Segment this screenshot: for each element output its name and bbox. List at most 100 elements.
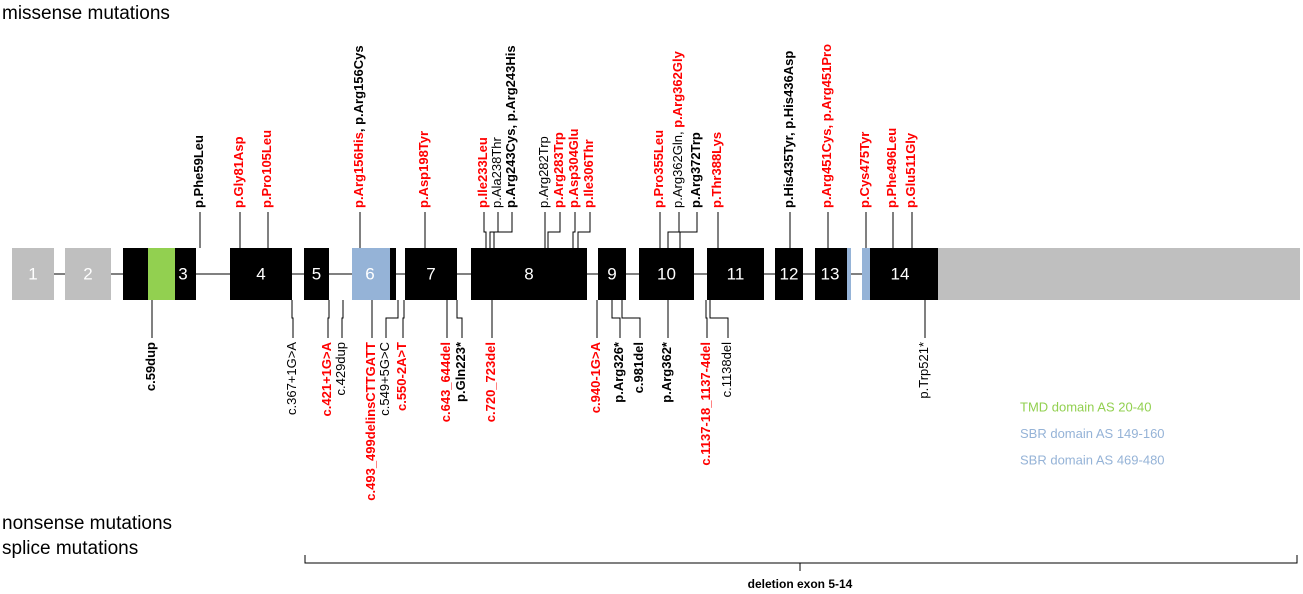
- label-part: p.Pro105Leu: [259, 130, 274, 208]
- label-part: p.Arg282Trp: [536, 136, 551, 208]
- label-part: p.Arg372Trp: [688, 132, 703, 208]
- mutation-label: p.Ile233Leu: [475, 137, 490, 208]
- exon: [598, 248, 626, 300]
- label-part: c.643_644del: [438, 342, 453, 422]
- exon: [707, 248, 764, 300]
- connector: [341, 300, 344, 338]
- label-part: c.550-2A>T: [394, 342, 409, 411]
- exon-number: 14: [891, 264, 910, 283]
- connector: [667, 212, 680, 248]
- label-part: c.429dup: [333, 342, 348, 396]
- label-part: p.Asp198Tyr: [416, 131, 431, 208]
- mutation-label: c.550-2A>T: [394, 342, 409, 411]
- exon-number: 10: [657, 264, 676, 283]
- mutation-label: p.Phe496Leu: [884, 128, 899, 208]
- connector: [291, 300, 294, 338]
- label-part: c.493_499delinsCTTGATT: [363, 342, 378, 501]
- mutation-label: c.549+5G>C: [377, 342, 392, 416]
- exon-number: 12: [780, 264, 799, 283]
- exon-number: 7: [426, 264, 435, 283]
- label-part: p.Arg243Cys, p.Arg243His: [503, 45, 518, 208]
- exon: [12, 248, 54, 300]
- mutation-label: p.Ile306Thr: [581, 139, 596, 208]
- exon-number: 5: [312, 264, 321, 283]
- exon-number: 3: [178, 264, 187, 283]
- connector: [577, 212, 591, 248]
- exon: [639, 248, 694, 300]
- exon: [405, 248, 457, 300]
- label-part: p.Glu511Gly: [903, 132, 918, 208]
- mutation-label: p.Arg156His, p.Arg156Cys: [351, 45, 366, 208]
- exon: [65, 248, 111, 300]
- label-part: p.Thr388Lys: [709, 132, 724, 208]
- mutation-label: c.1138del: [719, 342, 734, 398]
- mutation-label: c.643_644del: [438, 342, 453, 422]
- label-part: p.Cys475Tyr: [857, 132, 872, 208]
- label-part: c.549+5G>C: [377, 342, 392, 416]
- mutation-label: p.Pro105Leu: [259, 130, 274, 208]
- label-part: c.720_723del: [483, 342, 498, 422]
- label-part: p.Arg451Cys, p.Arg451Pro: [819, 44, 834, 208]
- connector: [493, 212, 513, 248]
- mutation-label: c.1137-18_1137-4del: [698, 342, 713, 466]
- exon: [815, 248, 851, 300]
- heading-splice: splice mutations: [2, 538, 138, 559]
- mutation-label: p.His435Tyr, p.His436Asp: [781, 51, 796, 208]
- mutation-label: c.367+1G>A: [284, 342, 299, 415]
- label-part: c.59dup: [143, 342, 158, 391]
- exon-number: 2: [83, 264, 92, 283]
- domain-region: [847, 248, 851, 300]
- label-part: p.Arg362*: [659, 341, 674, 403]
- label-part: c.367+1G>A: [284, 342, 299, 415]
- label-part: p.Arg326*: [611, 341, 626, 403]
- mutation-label: c.940-1G>A: [588, 341, 603, 413]
- mutation-label: p.Gly81Asp: [231, 136, 246, 208]
- label-part: p.Gly81Asp: [231, 136, 246, 208]
- exon-number: 1: [28, 264, 37, 283]
- mutation-label: p.Thr388Lys: [709, 132, 724, 208]
- mutation-label: p.Pro355Leu: [651, 130, 666, 208]
- mutation-label: p.Ala238Thr: [489, 137, 504, 208]
- label-part: p.Arg362Gly: [670, 50, 685, 127]
- exon-number: 4: [256, 264, 265, 283]
- heading-missense: missense mutations: [2, 3, 170, 24]
- mutation-label: p.Arg362Gln, p.Arg362Gly: [670, 50, 685, 208]
- mutation-label: p.Cys475Tyr: [857, 132, 872, 208]
- label-part: c.421+1G>A: [319, 341, 334, 416]
- exon: [862, 248, 938, 300]
- mutation-label: c.493_499delinsCTTGATT: [363, 342, 378, 501]
- label-part: p.Phe496Leu: [884, 128, 899, 208]
- connector: [679, 212, 698, 248]
- mutation-label: c.981del: [631, 342, 646, 393]
- label-part: c.981del: [631, 342, 646, 393]
- deletion-label: deletion exon 5-14: [748, 577, 853, 591]
- label-part: p.Ala238Thr: [489, 137, 504, 208]
- label-part: p.Pro355Leu: [651, 130, 666, 208]
- mutation-label: p.Phe59Leu: [191, 135, 206, 208]
- label-part: p.Ile233Leu: [475, 137, 490, 208]
- mutation-label: p.Trp521*: [916, 342, 931, 399]
- label-part: c.1137-18_1137-4del: [698, 342, 713, 466]
- connector: [611, 300, 621, 338]
- connector: [456, 300, 463, 338]
- heading-nonsense: nonsense mutations: [2, 513, 172, 534]
- exon: [304, 248, 329, 300]
- label-part: , p.Arg156Cys: [351, 45, 366, 132]
- label-part: c.940-1G>A: [588, 341, 603, 413]
- exon-number: 8: [524, 264, 533, 283]
- label-part: p.His435Tyr, p.His436Asp: [781, 51, 796, 208]
- label-part: c.1138del: [719, 342, 734, 398]
- connector: [547, 212, 561, 248]
- mutation-label: p.Arg451Cys, p.Arg451Pro: [819, 44, 834, 208]
- mutation-label: p.Arg372Trp: [688, 132, 703, 208]
- legend-entry: SBR domain AS 149-160: [1020, 426, 1165, 441]
- deletion-bracket: [304, 555, 1298, 571]
- domain-region: [148, 248, 175, 300]
- connector: [385, 300, 399, 338]
- label-part: p.Gln223*: [453, 341, 468, 402]
- label-part: p.Arg156His: [351, 132, 366, 208]
- mutation-label: p.Arg326*: [611, 341, 626, 403]
- exon-number: 13: [821, 264, 840, 283]
- mutation-label: c.720_723del: [483, 342, 498, 422]
- connector: [621, 300, 641, 338]
